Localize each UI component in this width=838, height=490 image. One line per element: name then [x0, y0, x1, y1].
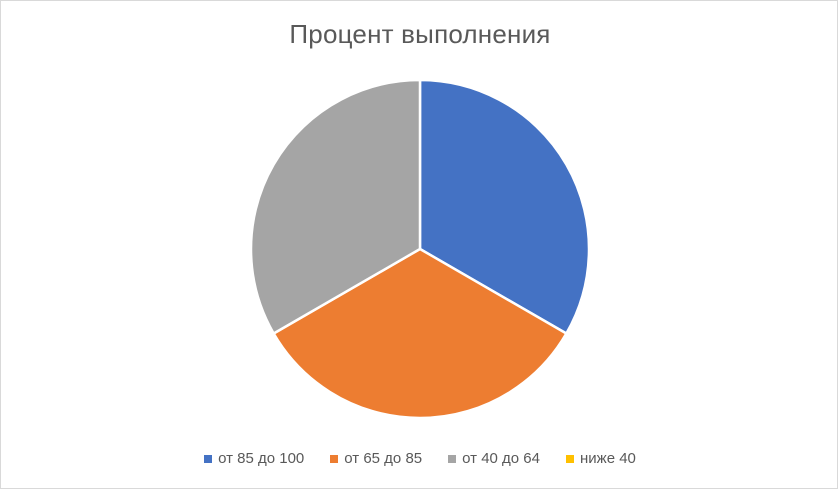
- legend-swatch-0: [204, 454, 213, 463]
- legend-label-1: от 65 до 85: [344, 450, 423, 467]
- legend-item-2: от 40 до 64: [448, 450, 540, 467]
- legend-swatch-2: [448, 454, 457, 463]
- chart-title: Процент выполнения: [289, 19, 551, 49]
- legend-item-3: ниже 40: [566, 450, 636, 467]
- legend-label-3: ниже 40: [580, 450, 636, 467]
- legend-label-2: от 40 до 64: [462, 450, 540, 467]
- legend-swatch-1: [330, 454, 339, 463]
- legend-swatch-3: [566, 454, 574, 463]
- legend-item-0: от 85 до 100: [204, 450, 304, 467]
- pie-slice-1: [272, 247, 568, 420]
- legend-item-1: от 65 до 85: [330, 450, 422, 467]
- pie-slice-0: [418, 78, 591, 335]
- pie-slices: [249, 78, 591, 420]
- legend: от 85 до 100 от 65 до 85 от 40 до 64 ниж…: [1, 450, 838, 467]
- pie-slice-2: [249, 78, 422, 335]
- legend-label-0: от 85 до 100: [218, 450, 305, 467]
